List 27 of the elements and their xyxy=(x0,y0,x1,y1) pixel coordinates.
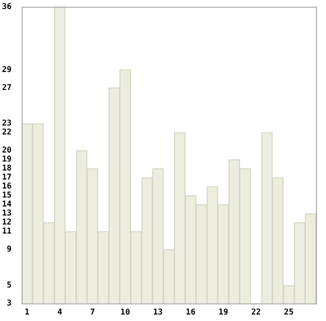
x-tick-label: 13 xyxy=(153,307,163,316)
y-tick-label: 11 xyxy=(2,226,12,236)
y-tick-label: 15 xyxy=(2,190,12,200)
y-tick-label: 12 xyxy=(2,218,12,227)
y-tick-label: 9 xyxy=(6,244,12,254)
x-tick-label: 25 xyxy=(284,307,294,316)
y-tick-label: 16 xyxy=(2,182,12,191)
y-tick-label: 13 xyxy=(2,208,12,218)
y-tick-label: 18 xyxy=(2,164,12,173)
x-tick-label: 7 xyxy=(90,307,96,316)
x-tick-label: 22 xyxy=(251,307,262,316)
y-tick-label: 22 xyxy=(2,128,12,137)
x-tick-label: 19 xyxy=(218,307,228,316)
y-tick-label: 29 xyxy=(2,64,12,74)
x-tick-label: 16 xyxy=(186,307,196,316)
y-tick-label: 14 xyxy=(2,200,12,209)
y-tick-label: 19 xyxy=(2,154,12,164)
y-tick-label: 36 xyxy=(2,2,12,11)
y-tick-label: 20 xyxy=(2,146,12,155)
y-tick-label: 17 xyxy=(2,172,12,182)
y-tick-label: 23 xyxy=(2,118,12,128)
y-tick-label: 5 xyxy=(6,280,12,290)
y-tick-label: 3 xyxy=(6,298,12,308)
x-tick-label: 1 xyxy=(24,307,30,316)
x-tick-label: 10 xyxy=(120,307,130,316)
x-tick-label: 4 xyxy=(57,307,62,316)
y-tick-label: 27 xyxy=(2,82,12,92)
